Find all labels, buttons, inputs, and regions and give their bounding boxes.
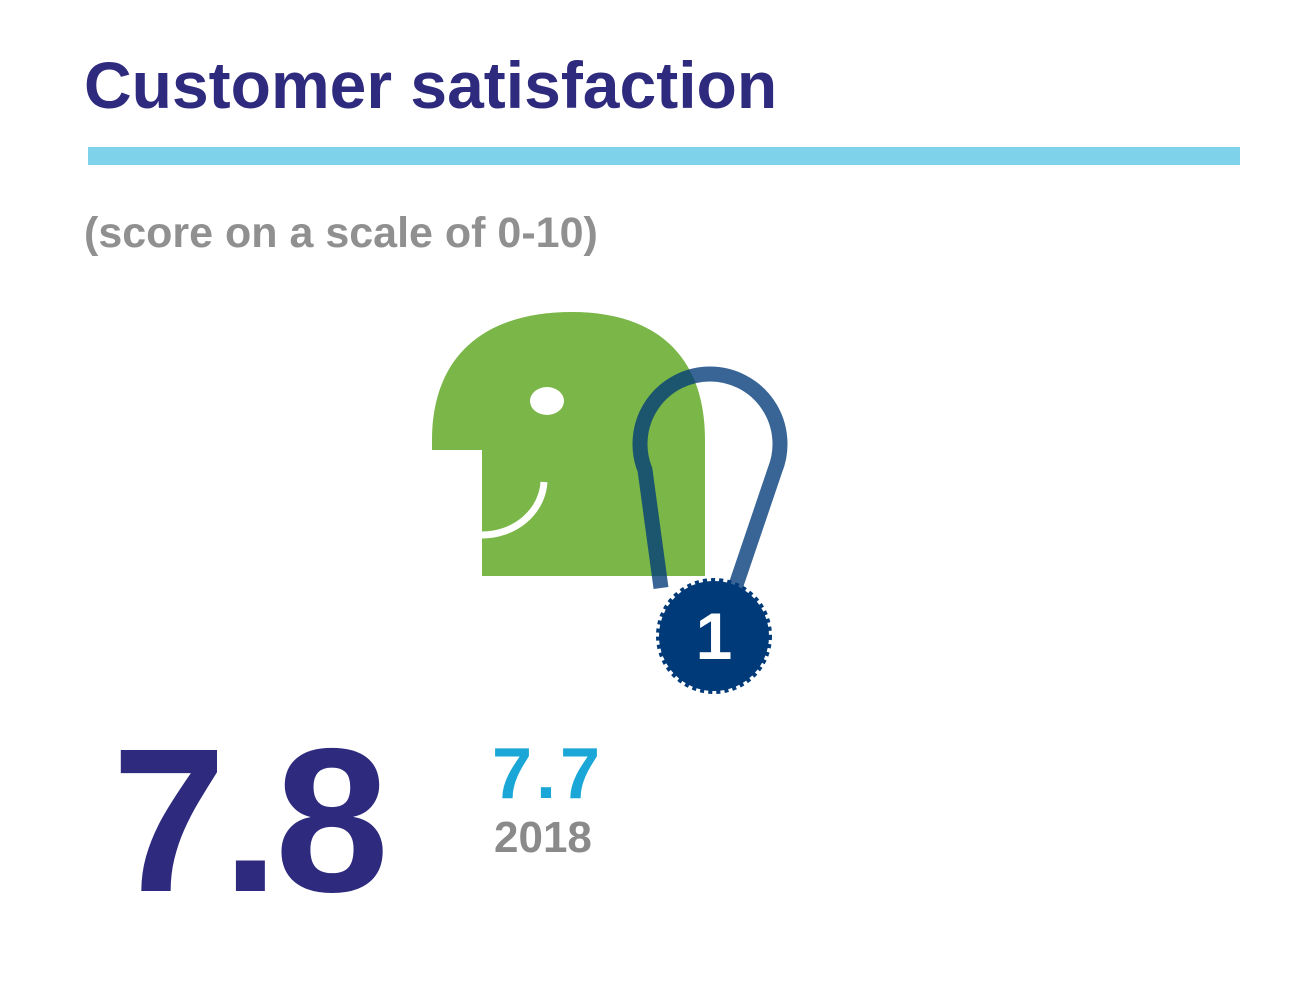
first-place-medal-icon: 1 xyxy=(632,366,788,694)
smiling-head-icon xyxy=(432,312,705,576)
current-score: 7.8 xyxy=(112,706,389,935)
medal-number: 1 xyxy=(696,599,733,673)
title-underline xyxy=(88,147,1240,165)
previous-score-year: 2018 xyxy=(494,813,592,862)
satisfaction-illustration: 1 xyxy=(432,312,788,694)
page-subtitle: (score on a scale of 0-10) xyxy=(84,209,598,257)
page-title: Customer satisfaction xyxy=(84,48,778,122)
previous-score: 7.7 xyxy=(492,734,605,814)
